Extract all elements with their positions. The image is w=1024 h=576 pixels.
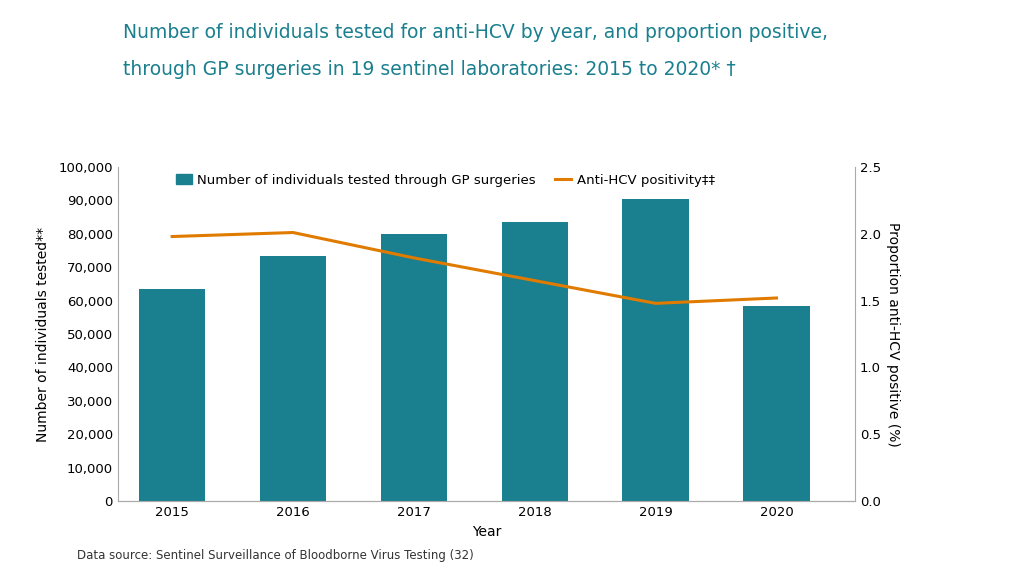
- Y-axis label: Number of individuals tested**: Number of individuals tested**: [36, 226, 50, 442]
- Bar: [623, 199, 689, 501]
- Bar: [743, 306, 810, 501]
- Bar: [381, 234, 447, 501]
- Text: Number of individuals tested for anti-HCV by year, and proportion positive,: Number of individuals tested for anti-HC…: [123, 23, 827, 42]
- Bar: [502, 222, 568, 501]
- Legend: Number of individuals tested through GP surgeries, Anti-HCV positivity‡‡: Number of individuals tested through GP …: [176, 173, 715, 187]
- X-axis label: Year: Year: [472, 525, 501, 539]
- Text: Data source: Sentinel Surveillance of Bloodborne Virus Testing (32): Data source: Sentinel Surveillance of Bl…: [77, 548, 473, 562]
- Bar: [260, 256, 327, 501]
- Y-axis label: Proportion anti-HCV positive (%): Proportion anti-HCV positive (%): [887, 222, 900, 446]
- Bar: [139, 289, 206, 501]
- Text: through GP surgeries in 19 sentinel laboratories: 2015 to 2020* †: through GP surgeries in 19 sentinel labo…: [123, 60, 735, 79]
